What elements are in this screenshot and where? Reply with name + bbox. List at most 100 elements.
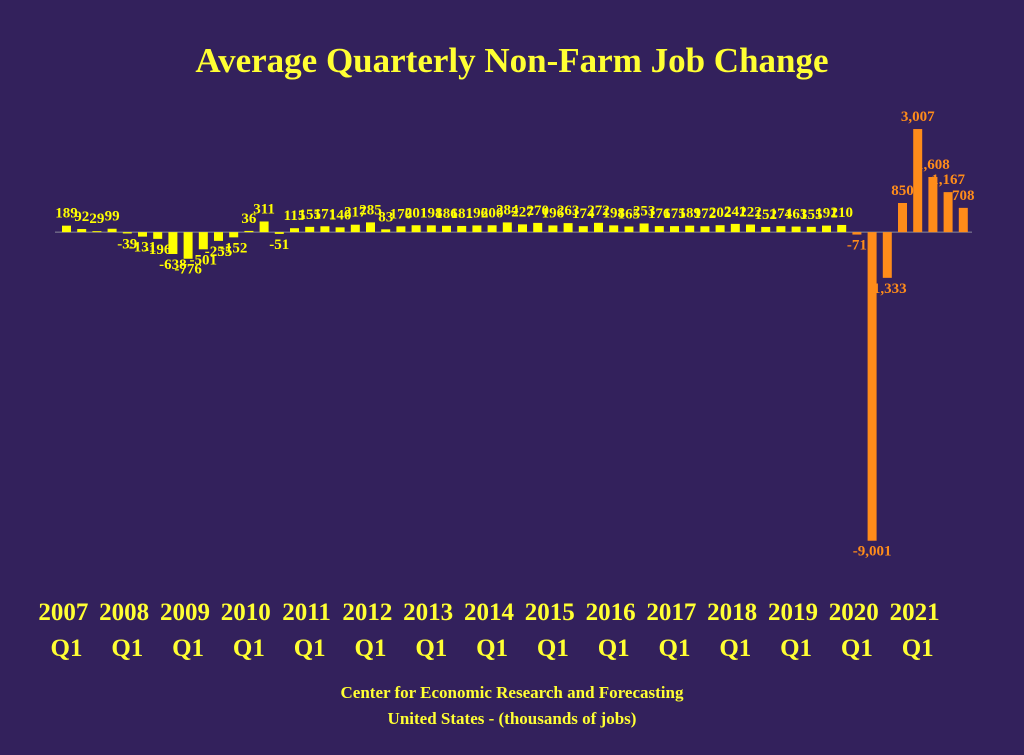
bar xyxy=(776,226,786,233)
subtitle: United States - (thousands of jobs) xyxy=(388,709,637,728)
value-label: 36 xyxy=(241,211,257,227)
value-label: 201 xyxy=(405,205,428,221)
value-label: 210 xyxy=(830,205,853,221)
value-label: 284 xyxy=(496,202,519,218)
value-label: 196 xyxy=(542,205,565,221)
bar xyxy=(867,232,877,541)
value-label: 29 xyxy=(89,211,104,227)
value-label: 272 xyxy=(587,203,610,219)
chart-title: Average Quarterly Non-Farm Job Change xyxy=(195,41,828,80)
value-label: 850 xyxy=(891,183,914,199)
x-tick-label: 2014 Q1 xyxy=(464,599,520,662)
value-label: 155 xyxy=(800,207,823,223)
x-tick-label: 2016 Q1 xyxy=(586,599,642,662)
value-label: 175 xyxy=(663,206,686,222)
bar xyxy=(138,232,147,237)
bar xyxy=(791,226,801,233)
value-label: 200 xyxy=(481,205,504,221)
value-label: -131 xyxy=(129,240,157,256)
bar xyxy=(77,228,87,233)
bar xyxy=(913,129,923,233)
x-tick-label: 2019 Q1 xyxy=(768,599,824,662)
value-label: -152 xyxy=(220,240,248,256)
value-label: 198 xyxy=(602,205,625,221)
value-label: 140 xyxy=(329,207,352,223)
value-label: 172 xyxy=(694,206,717,222)
bar xyxy=(594,222,603,233)
value-label: 152 xyxy=(754,207,777,223)
value-label: 3,007 xyxy=(901,109,935,125)
value-label: 1,167 xyxy=(931,172,965,188)
value-label: 227 xyxy=(511,204,534,220)
value-label: 83 xyxy=(378,209,393,225)
value-label: -255 xyxy=(205,244,233,260)
bar xyxy=(320,226,330,233)
value-label: 263 xyxy=(557,203,580,219)
bar xyxy=(761,226,771,233)
value-label: 174 xyxy=(572,206,595,222)
bar xyxy=(183,232,193,259)
bar xyxy=(806,226,816,233)
value-label: 155 xyxy=(298,207,321,223)
bar xyxy=(305,226,315,233)
value-label: 191 xyxy=(815,206,838,222)
bar xyxy=(639,223,649,233)
source: Center for Economic Research and Forecas… xyxy=(341,683,684,702)
value-label: 241 xyxy=(724,204,747,220)
value-label: 285 xyxy=(359,202,382,218)
x-tick-label: 2017 Q1 xyxy=(646,599,702,662)
value-label: 174 xyxy=(770,206,793,222)
value-label: -776 xyxy=(174,262,202,278)
bar xyxy=(457,225,467,233)
bar xyxy=(487,225,497,233)
bar xyxy=(928,177,938,233)
bar xyxy=(837,224,847,233)
bar xyxy=(229,232,239,238)
bar xyxy=(852,232,862,235)
x-tick-label: 2013 Q1 xyxy=(403,599,459,662)
value-label: 115 xyxy=(284,208,306,224)
value-label: -39 xyxy=(117,236,137,252)
value-label: -501 xyxy=(190,252,218,268)
bar xyxy=(107,228,117,233)
x-tick-label: 2007 Q1 xyxy=(38,599,94,662)
bar xyxy=(411,225,421,233)
value-label: -638 xyxy=(159,257,187,273)
bar xyxy=(882,232,892,278)
bar xyxy=(533,222,543,233)
bar xyxy=(563,223,573,233)
bar xyxy=(442,225,451,233)
bar xyxy=(609,225,619,233)
value-label: 1,608 xyxy=(916,157,950,173)
value-label: 202 xyxy=(709,205,732,221)
bar xyxy=(578,226,588,233)
bar xyxy=(730,223,740,233)
value-label: -1,333 xyxy=(868,281,907,297)
bar xyxy=(472,225,482,233)
value-label: 99 xyxy=(105,209,120,225)
x-tick-label: 2012 Q1 xyxy=(342,599,398,662)
bar xyxy=(198,232,208,250)
x-tick-label: 2010 Q1 xyxy=(221,599,277,662)
bar xyxy=(746,224,755,233)
bar xyxy=(624,226,634,233)
bar xyxy=(898,203,907,233)
bar xyxy=(700,226,710,233)
value-label: 217 xyxy=(344,205,367,221)
x-tick-label: 2015 Q1 xyxy=(525,599,581,662)
value-label: 163 xyxy=(785,207,808,223)
bar xyxy=(822,225,831,233)
bar xyxy=(654,226,664,233)
bar xyxy=(122,232,132,234)
bar xyxy=(685,225,695,233)
bar xyxy=(715,225,725,233)
bar xyxy=(548,225,558,233)
value-label: 311 xyxy=(253,201,275,217)
value-label: 198 xyxy=(420,205,443,221)
x-tick-label: 2020 Q1 xyxy=(829,599,885,662)
bar xyxy=(518,224,527,233)
value-label: 189 xyxy=(55,206,78,222)
bar xyxy=(670,226,679,233)
bar xyxy=(153,232,163,239)
